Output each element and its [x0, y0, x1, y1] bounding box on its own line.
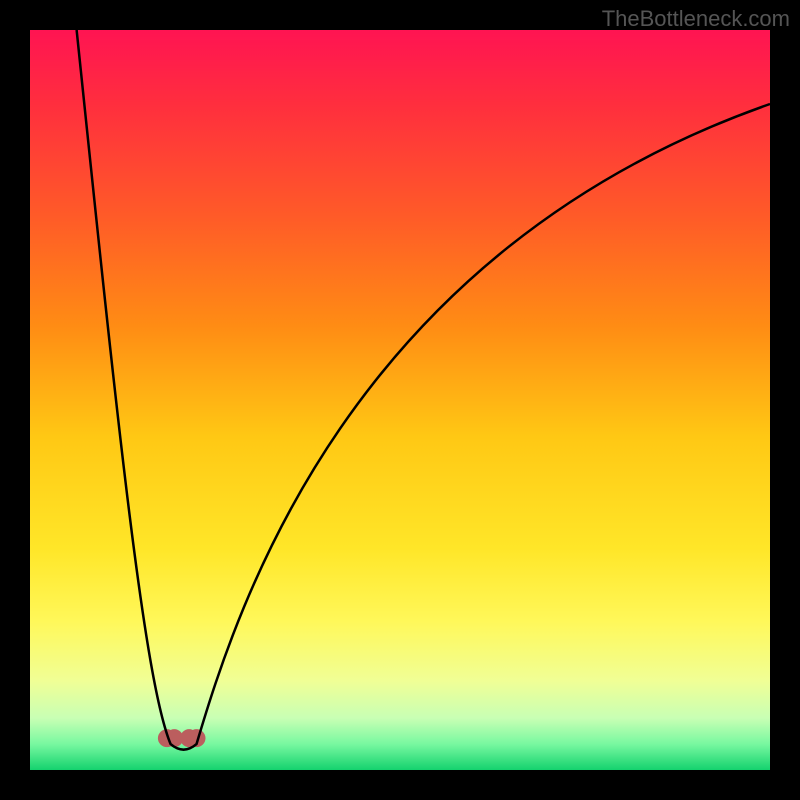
watermark-text: TheBottleneck.com — [602, 6, 790, 32]
chart-background — [30, 30, 770, 770]
chart-container: { "watermark": { "text": "TheBottleneck.… — [0, 0, 800, 800]
bottleneck-chart — [0, 0, 800, 800]
